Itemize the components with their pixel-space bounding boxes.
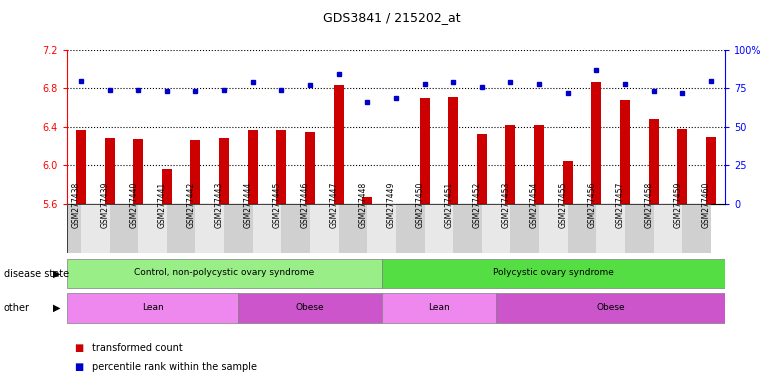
Text: Lean: Lean [142, 303, 163, 312]
Bar [219, 138, 229, 204]
Bar [706, 137, 716, 204]
Text: GSM277444: GSM277444 [244, 182, 252, 228]
Text: ■: ■ [74, 343, 84, 353]
Bar [191, 140, 201, 204]
Text: GSM277440: GSM277440 [129, 182, 138, 228]
Bar [620, 100, 630, 204]
Text: disease state: disease state [4, 268, 69, 279]
Text: GSM277454: GSM277454 [530, 182, 539, 228]
Bar [310, 204, 339, 253]
Text: GSM277445: GSM277445 [272, 182, 281, 228]
Bar [496, 293, 725, 323]
Bar [677, 129, 688, 204]
Bar [654, 204, 682, 253]
Text: GSM277448: GSM277448 [358, 182, 367, 228]
Bar [563, 161, 573, 204]
Text: GSM277439: GSM277439 [100, 182, 110, 228]
Bar [238, 293, 382, 323]
Bar [76, 130, 86, 204]
Bar [133, 139, 143, 204]
Text: GSM277453: GSM277453 [502, 182, 510, 228]
Bar [67, 293, 238, 323]
Text: Lean: Lean [428, 303, 450, 312]
Bar [334, 86, 343, 204]
Bar [534, 125, 544, 204]
Bar [277, 130, 286, 204]
Text: GSM277458: GSM277458 [644, 182, 654, 228]
Bar [305, 132, 315, 204]
Bar [367, 204, 396, 253]
Bar [138, 204, 167, 253]
Bar [382, 259, 725, 288]
Text: transformed count: transformed count [92, 343, 183, 353]
Bar [482, 204, 510, 253]
Bar [506, 125, 515, 204]
Bar [81, 204, 110, 253]
Bar [591, 82, 601, 204]
Text: GSM277438: GSM277438 [72, 182, 81, 228]
Text: GSM277451: GSM277451 [445, 182, 453, 228]
Text: GSM277449: GSM277449 [387, 182, 396, 228]
Text: GSM277452: GSM277452 [473, 182, 482, 228]
Bar [477, 134, 487, 204]
Text: Control, non-polycystic ovary syndrome: Control, non-polycystic ovary syndrome [134, 268, 314, 278]
Bar [419, 98, 430, 204]
Bar [625, 204, 654, 253]
Bar [382, 293, 496, 323]
Text: GSM277455: GSM277455 [559, 182, 568, 228]
Text: Obese: Obese [296, 303, 325, 312]
Bar [162, 169, 172, 204]
Bar [425, 204, 453, 253]
Bar [195, 204, 224, 253]
Text: GSM277456: GSM277456 [587, 182, 597, 228]
Bar [453, 204, 482, 253]
Bar [224, 204, 252, 253]
Bar [248, 130, 258, 204]
Text: Polycystic ovary syndrome: Polycystic ovary syndrome [493, 268, 614, 278]
Bar [104, 138, 114, 204]
Bar [67, 259, 382, 288]
Bar [510, 204, 539, 253]
Text: GSM277443: GSM277443 [215, 182, 224, 228]
Bar [281, 204, 310, 253]
Text: percentile rank within the sample: percentile rank within the sample [92, 362, 256, 372]
Text: ▶: ▶ [53, 303, 60, 313]
Bar [110, 204, 138, 253]
Text: GSM277441: GSM277441 [158, 182, 167, 228]
Bar [167, 204, 195, 253]
Text: GSM277460: GSM277460 [702, 182, 711, 228]
Bar [67, 204, 725, 253]
Bar [252, 204, 281, 253]
Text: GDS3841 / 215202_at: GDS3841 / 215202_at [323, 12, 461, 25]
Text: GSM277459: GSM277459 [673, 182, 682, 228]
Text: GSM277457: GSM277457 [616, 182, 625, 228]
Text: ■: ■ [74, 362, 84, 372]
Bar [648, 119, 659, 204]
Text: other: other [4, 303, 30, 313]
Text: GSM277447: GSM277447 [329, 182, 339, 228]
Text: ▶: ▶ [53, 268, 60, 279]
Bar [597, 204, 625, 253]
Text: GSM277442: GSM277442 [187, 182, 195, 228]
Bar [53, 204, 81, 253]
Text: GSM277446: GSM277446 [301, 182, 310, 228]
Text: GSM277450: GSM277450 [416, 182, 425, 228]
Bar [682, 204, 711, 253]
Bar [362, 197, 372, 204]
Bar [539, 204, 568, 253]
Bar [396, 204, 425, 253]
Bar [339, 204, 367, 253]
Bar [568, 204, 597, 253]
Bar [448, 97, 458, 204]
Text: Obese: Obese [597, 303, 625, 312]
